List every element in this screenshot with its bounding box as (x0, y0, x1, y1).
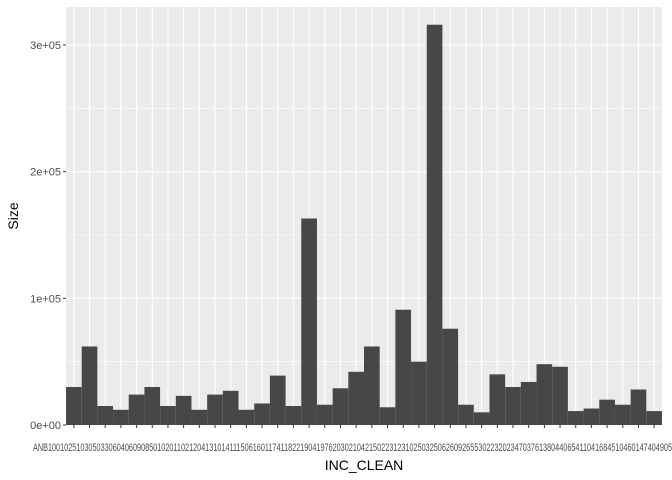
bar (520, 381, 537, 425)
bar (614, 404, 631, 425)
bar (364, 346, 380, 425)
bar (254, 403, 270, 425)
bar (222, 390, 239, 425)
bar (473, 412, 490, 425)
x-tick-labels: ANB1001025103050330604060908501020110212… (33, 442, 672, 454)
bar (505, 387, 521, 425)
bar (411, 361, 427, 425)
bar (646, 411, 662, 425)
bar (379, 407, 396, 425)
bar (269, 375, 286, 425)
y-axis-title: Size (5, 202, 21, 229)
bar (81, 346, 98, 425)
bar (97, 406, 114, 425)
bar (489, 374, 506, 425)
bar (316, 404, 333, 425)
bar (567, 411, 584, 425)
bar (113, 409, 129, 425)
bar (66, 387, 82, 425)
y-tick-label: 1e+05 (30, 293, 61, 305)
bar (238, 409, 255, 425)
bar (583, 408, 600, 425)
bar (191, 409, 208, 425)
bar (160, 406, 176, 425)
x-axis: ANB1001025103050330604060908501020110212… (33, 425, 672, 454)
y-tick-label: 3e+05 (30, 40, 61, 52)
bar (552, 366, 568, 425)
bar (630, 389, 647, 425)
bar (332, 388, 349, 425)
bar (348, 371, 364, 425)
bar (395, 309, 412, 425)
bar (128, 394, 145, 425)
y-tick-label: 2e+05 (30, 167, 61, 179)
bars (66, 24, 662, 425)
bar (175, 395, 192, 425)
bar (426, 24, 443, 425)
bar (599, 399, 615, 425)
bar (301, 218, 317, 425)
y-tick-label: 0e+00 (30, 420, 61, 432)
plot-panel (66, 7, 662, 425)
y-axis: 0e+00 1e+05 2e+05 3e+05 (30, 40, 66, 432)
bar (285, 406, 302, 425)
bar (536, 364, 553, 425)
bar (144, 387, 161, 425)
bar (442, 328, 459, 425)
bar (207, 394, 223, 425)
bar (458, 404, 474, 425)
x-axis-title: INC_CLEAN (325, 457, 404, 473)
